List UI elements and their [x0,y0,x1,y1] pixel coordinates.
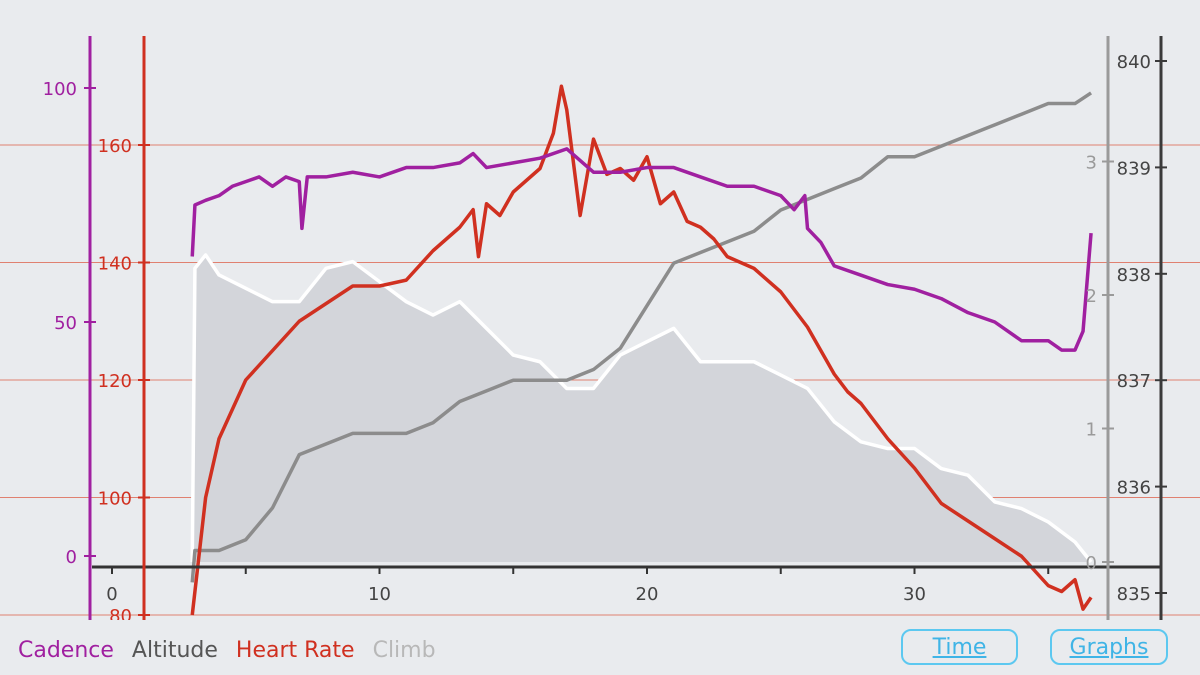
climb-tick-label-3: 3 [1086,153,1097,174]
heart-rate-tick-label-120: 120 [98,371,132,392]
altitude-line [190,91,1093,583]
altitude-tick-label-839: 839 [1117,158,1151,179]
altitude-tick-label-835: 835 [1117,584,1151,605]
altitude-tick-label-836: 836 [1117,478,1151,499]
heart-rate-tick-label-80: 80 [109,606,132,620]
cadence-tick-label-50: 50 [54,313,77,334]
altitude-tick-label-840: 840 [1117,52,1151,73]
time-button[interactable]: Time [901,629,1018,665]
climb-tick-label-0: 0 [1086,553,1097,574]
heart-rate-tick-label-100: 100 [98,489,132,510]
climb-tick-label-2: 2 [1086,286,1097,307]
x-tick-label-10: 10 [368,584,391,605]
x-tick-label-30: 30 [903,584,926,605]
climb-area-layer [192,254,1092,562]
altitude-tick-label-838: 838 [1117,265,1151,286]
series-layer [190,84,1093,616]
climb-line [190,253,1093,564]
climb-tick-label-1: 1 [1086,420,1097,441]
altitude-tick-label-837: 837 [1117,371,1151,392]
cadence-tick-label-100: 100 [43,79,77,100]
x-tick-label-0: 0 [106,584,117,605]
heart-rate-line [190,84,1093,616]
legend-climb: Climb [372,638,436,663]
cadence-line [190,147,1093,352]
climb-area [192,254,1092,562]
axes-layer: 0 10 20 30 0 50 100 80 100 120 140 160 0 1 2 3 835 836 837… [43,36,1167,620]
legend: Cadence Altitude Heart Rate Climb [18,638,436,663]
heart-rate-tick-label-140: 140 [98,254,132,275]
legend-altitude: Altitude [131,638,218,663]
graphs-button[interactable]: Graphs [1050,629,1168,665]
legend-cadence: Cadence [18,638,114,663]
heart-rate-tick-label-160: 160 [98,136,132,157]
chart: 0 10 20 30 0 50 100 80 100 120 140 160 0 1 2 3 835 836 837… [0,36,1200,620]
legend-heart-rate: Heart Rate [235,638,355,663]
cadence-tick-label-0: 0 [66,547,77,568]
x-tick-label-20: 20 [636,584,659,605]
